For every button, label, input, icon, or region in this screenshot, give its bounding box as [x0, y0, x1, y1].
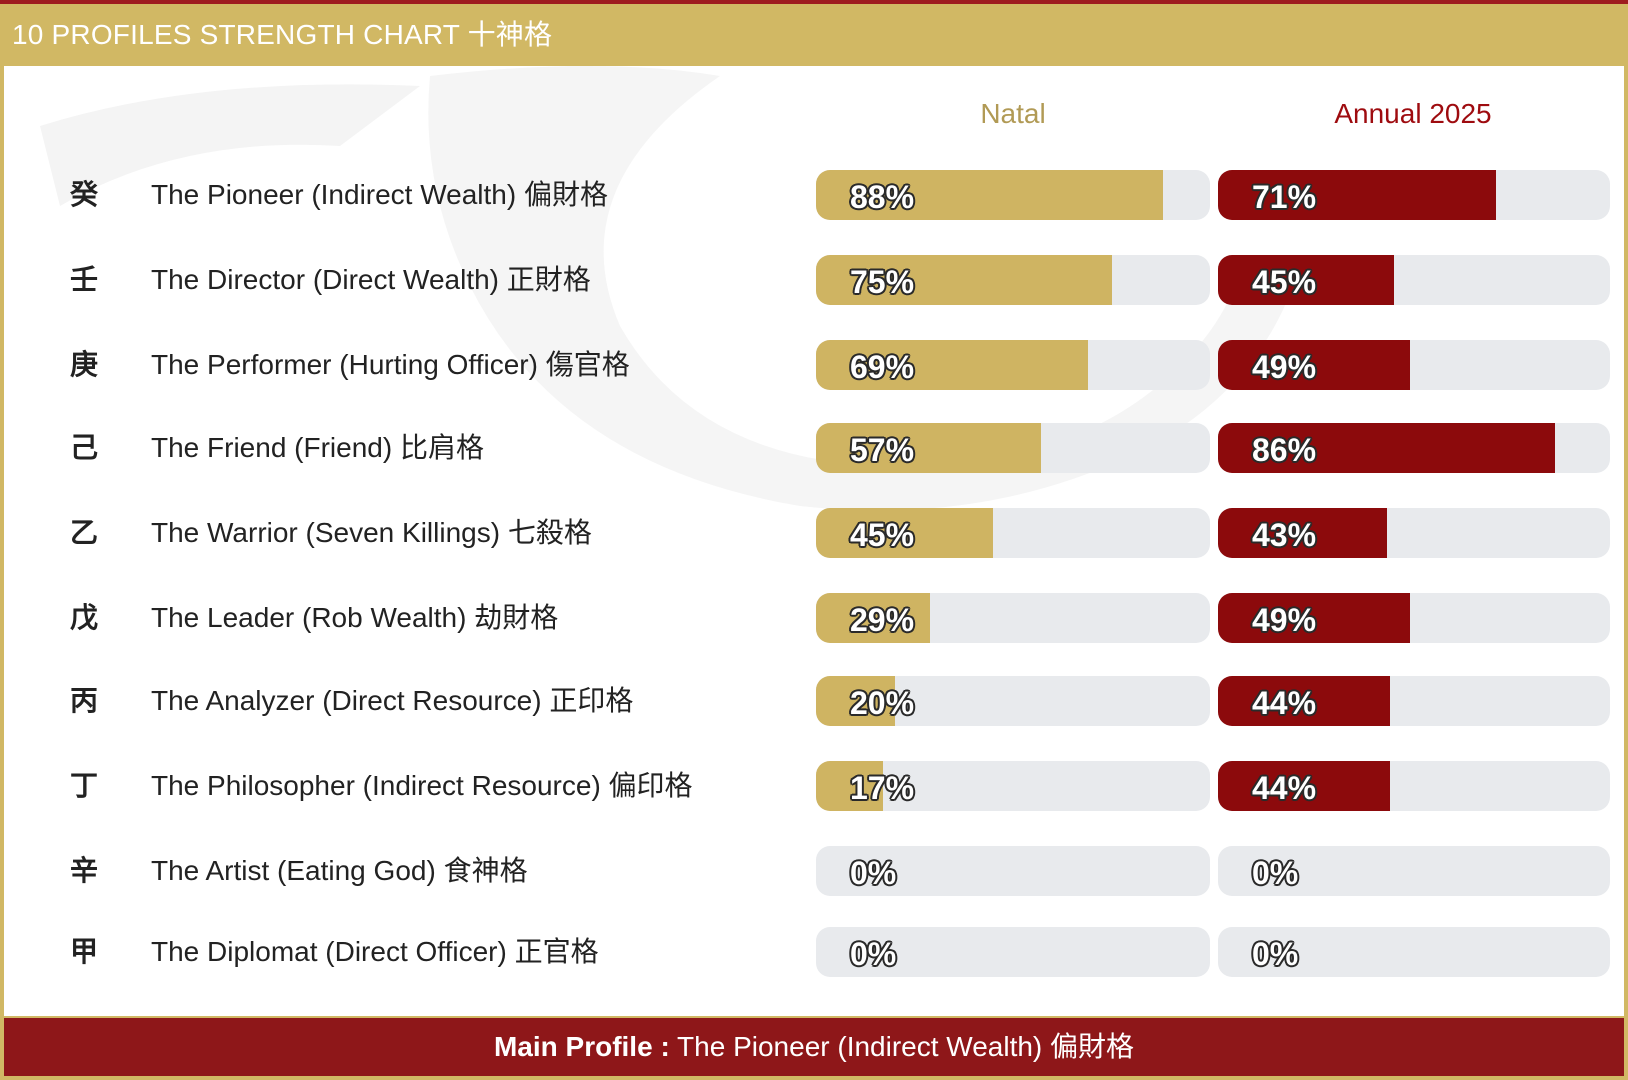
annual-value-label: 0%: [1252, 936, 1299, 972]
annual-bar: [1218, 423, 1556, 473]
top-rule: [0, 0, 1628, 4]
profile-row: 丁 The Philosopher (Indirect Resource) 偏印格…: [0, 761, 1628, 811]
natal-value-label: 69%: [850, 349, 915, 385]
natal-value-label: 45%: [850, 517, 915, 553]
profile-row: 己 The Friend (Friend) 比肩格 57% 86%: [0, 423, 1628, 473]
profile-label: The Analyzer (Direct Resource) 正印格: [151, 685, 634, 716]
profile-label: The Leader (Rob Wealth) 劫財格: [151, 602, 559, 633]
natal-bar: [816, 170, 1163, 220]
natal-bar: [816, 676, 895, 726]
profile-label: The Director (Direct Wealth) 正財格: [151, 264, 591, 295]
natal-value-label: 0%: [850, 936, 897, 972]
footer-bar: Main Profile : The Pioneer (Indirect Wea…: [0, 1016, 1628, 1080]
annual-bar: [1218, 170, 1497, 220]
annual-value-label: 0%: [1252, 855, 1299, 891]
annual-bar-track: 43%: [1218, 508, 1610, 558]
natal-value-label: 0%: [850, 855, 897, 891]
natal-bar-track: 0%: [816, 846, 1210, 896]
profile-label: The Artist (Eating God) 食神格: [151, 855, 528, 886]
natal-bar-track: 0%: [816, 927, 1210, 977]
stem-character: 壬: [69, 264, 98, 295]
natal-bar-track: 75%: [816, 255, 1210, 305]
natal-bar-track: 17%: [816, 761, 1210, 811]
stem-character: 己: [69, 432, 98, 463]
stem-character: 甲: [69, 936, 98, 967]
annual-bar: [1218, 255, 1395, 305]
profile-row: 辛 The Artist (Eating God) 食神格 0% 0%: [0, 846, 1628, 896]
annual-bar-track: 45%: [1218, 255, 1610, 305]
profile-label: The Pioneer (Indirect Wealth) 偏財格: [151, 179, 608, 210]
main-profile-prefix: Main Profile :: [493, 1031, 670, 1062]
left-border: [0, 66, 4, 1016]
natal-bar-track: 20%: [816, 676, 1210, 726]
profile-row: 戊 The Leader (Rob Wealth) 劫財格 29% 49%: [0, 593, 1628, 643]
natal-value-label: 57%: [850, 432, 915, 468]
annual-bar: [1218, 761, 1391, 811]
column-header-natal: Natal: [980, 98, 1046, 129]
annual-bar-track: 49%: [1218, 340, 1610, 390]
annual-value-label: 86%: [1252, 432, 1317, 468]
profile-label: The Performer (Hurting Officer) 傷官格: [151, 349, 630, 380]
main-profile-value: The Pioneer (Indirect Wealth) 偏財格: [677, 1031, 1135, 1062]
natal-bar: [816, 423, 1041, 473]
annual-bar-track: 71%: [1218, 170, 1610, 220]
natal-bar-track: 88%: [816, 170, 1210, 220]
annual-bar: [1218, 340, 1411, 390]
annual-value-label: 71%: [1252, 179, 1317, 215]
natal-value-label: 29%: [850, 602, 915, 638]
annual-value-label: 44%: [1252, 685, 1317, 721]
profile-label: The Diplomat (Direct Officer) 正官格: [151, 936, 599, 967]
annual-bar-track: 86%: [1218, 423, 1610, 473]
annual-value-label: 45%: [1252, 264, 1317, 300]
natal-bar: [816, 508, 994, 558]
natal-bar: [816, 761, 883, 811]
annual-value-label: 49%: [1252, 602, 1317, 638]
profile-row: 丙 The Analyzer (Direct Resource) 正印格 20% 44…: [0, 676, 1628, 726]
natal-value-label: 75%: [850, 264, 915, 300]
natal-bar-track: 45%: [816, 508, 1210, 558]
stem-character: 辛: [69, 855, 98, 886]
annual-bar-track: 44%: [1218, 761, 1610, 811]
profile-row: 癸 The Pioneer (Indirect Wealth) 偏財格 88% 71%: [0, 170, 1628, 220]
profile-row: 庚 The Performer (Hurting Officer) 傷官格 69% 4…: [0, 340, 1628, 390]
annual-bar: [1218, 676, 1391, 726]
profile-row: 乙 The Warrior (Seven Killings) 七殺格 45% 43%: [0, 508, 1628, 558]
natal-bar: [816, 593, 931, 643]
annual-bar-track: 44%: [1218, 676, 1610, 726]
column-header-annual: Annual 2025: [1334, 98, 1492, 129]
natal-bar-track: 57%: [816, 423, 1210, 473]
annual-value-label: 43%: [1252, 517, 1317, 553]
natal-value-label: 17%: [850, 770, 915, 806]
profile-label: The Warrior (Seven Killings) 七殺格: [151, 517, 592, 548]
right-border: [1624, 66, 1628, 1016]
stem-character: 丁: [69, 770, 98, 801]
profile-label: The Philosopher (Indirect Resource) 偏印格: [151, 770, 693, 801]
annual-bar-track: 49%: [1218, 593, 1610, 643]
natal-bar: [816, 340, 1088, 390]
stem-character: 癸: [69, 179, 98, 210]
profile-row: 甲 The Diplomat (Direct Officer) 正官格 0% 0%: [0, 927, 1628, 977]
stem-character: 戊: [69, 602, 98, 633]
profile-row: 壬 The Director (Direct Wealth) 正財格 75% 45%: [0, 255, 1628, 305]
annual-bar-track: 0%: [1218, 927, 1610, 977]
stem-character: 乙: [69, 517, 98, 548]
natal-bar-track: 29%: [816, 593, 1210, 643]
stem-character: 庚: [69, 349, 98, 380]
annual-bar-track: 0%: [1218, 846, 1610, 896]
annual-bar: [1218, 508, 1387, 558]
main-profile-banner: Main Profile : The Pioneer (Indirect Wea…: [4, 1018, 1624, 1076]
chart-title: 10 PROFILES STRENGTH CHART 十神格: [0, 4, 1628, 66]
natal-value-label: 20%: [850, 685, 915, 721]
natal-bar-track: 69%: [816, 340, 1210, 390]
natal-value-label: 88%: [850, 179, 915, 215]
annual-value-label: 44%: [1252, 770, 1317, 806]
natal-bar: [816, 255, 1112, 305]
profile-label: The Friend (Friend) 比肩格: [151, 432, 484, 463]
annual-bar: [1218, 593, 1411, 643]
stem-character: 丙: [69, 685, 98, 716]
annual-value-label: 49%: [1252, 349, 1317, 385]
